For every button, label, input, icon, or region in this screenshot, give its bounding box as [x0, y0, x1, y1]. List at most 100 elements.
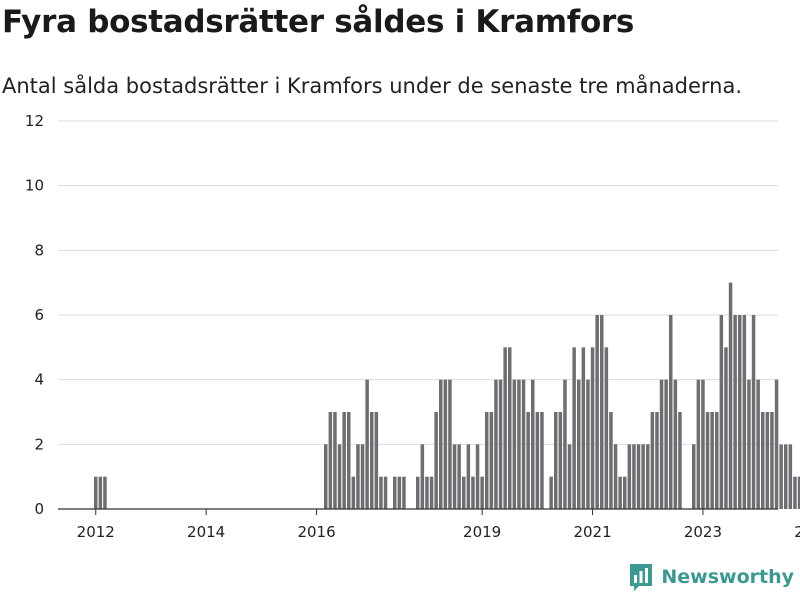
bar — [360, 444, 365, 509]
bar — [374, 412, 379, 509]
bar — [471, 476, 475, 509]
brand-name: Newsworthy — [661, 566, 794, 588]
bar — [747, 379, 751, 509]
bar — [604, 347, 609, 509]
bar — [673, 379, 678, 509]
bar — [572, 347, 576, 509]
x-tick-label: 2023 — [684, 523, 722, 541]
bar — [452, 444, 457, 509]
bar — [632, 444, 636, 509]
bar — [659, 379, 664, 509]
y-tick-label: 4 — [34, 371, 44, 389]
bar — [567, 444, 572, 509]
bar — [425, 476, 429, 509]
bar — [797, 476, 800, 509]
bar — [347, 412, 351, 509]
y-tick-label: 10 — [25, 177, 44, 195]
chart-subtitle: Antal sålda bostadsrätter i Kramfors und… — [2, 74, 743, 98]
bar — [678, 412, 682, 509]
bar — [397, 476, 402, 509]
bar — [733, 315, 737, 509]
y-tick-label: 6 — [34, 306, 44, 324]
bar — [503, 347, 507, 509]
bar — [443, 379, 448, 509]
x-tick-label: 2019 — [463, 523, 501, 541]
bar — [393, 476, 397, 509]
bar — [416, 476, 420, 509]
bar — [641, 444, 645, 509]
x-axis: 2012 2014 2016 2019 2021 2023 2025 — [58, 508, 800, 541]
bar — [623, 476, 627, 509]
x-tick-label: 2025 — [794, 523, 800, 541]
bar — [738, 315, 742, 509]
bar — [379, 476, 383, 509]
bar — [448, 379, 452, 509]
bar — [485, 412, 489, 509]
bar — [586, 379, 590, 509]
bar — [581, 347, 586, 509]
bar — [517, 379, 521, 509]
bar — [439, 379, 443, 509]
bar — [531, 379, 535, 509]
bar — [696, 379, 701, 509]
bar — [669, 315, 673, 509]
bar — [742, 315, 747, 509]
bar — [664, 379, 668, 509]
bar — [609, 412, 613, 509]
bar — [103, 476, 107, 509]
bar — [489, 412, 494, 509]
bar — [429, 476, 434, 509]
bar — [600, 315, 604, 509]
bar — [655, 412, 659, 509]
bar — [784, 444, 788, 509]
bar — [779, 444, 783, 509]
bar — [457, 444, 461, 509]
bar — [715, 412, 719, 509]
bar — [383, 476, 388, 509]
bar — [636, 444, 641, 509]
bar — [793, 476, 797, 509]
y-axis: 0 2 4 6 8 10 12 — [25, 112, 44, 518]
newsworthy-logo-icon — [630, 564, 653, 591]
bar — [728, 282, 733, 509]
bar — [521, 379, 526, 509]
bar — [770, 412, 774, 509]
bar — [328, 412, 333, 509]
bar — [356, 444, 360, 509]
bar — [98, 476, 103, 509]
bar — [590, 347, 595, 509]
bar — [765, 412, 770, 509]
bar — [94, 476, 98, 509]
bar — [434, 412, 438, 509]
bar — [475, 444, 480, 509]
bar — [554, 412, 558, 509]
bar — [751, 315, 756, 509]
bar — [337, 444, 342, 509]
y-tick-label: 8 — [34, 241, 44, 259]
bar — [512, 379, 517, 509]
bar — [595, 315, 599, 509]
bar — [701, 379, 705, 509]
bar — [549, 476, 553, 509]
bar — [498, 379, 503, 509]
bar — [402, 476, 406, 509]
bar — [480, 476, 484, 509]
bar — [618, 476, 622, 509]
bar — [526, 412, 530, 509]
bar — [540, 412, 544, 509]
bar — [466, 444, 471, 509]
bar — [462, 476, 466, 509]
bar — [692, 444, 696, 509]
bar — [761, 412, 765, 509]
bar — [756, 379, 760, 509]
bar — [535, 412, 540, 509]
bar — [788, 444, 793, 509]
bar — [365, 379, 369, 509]
newsworthy-brand[interactable]: Newsworthy — [628, 562, 794, 592]
y-tick-label: 0 — [34, 500, 44, 518]
chart-title: Fyra bostadsrätter såldes i Kramfors — [2, 4, 635, 40]
bar — [420, 444, 425, 509]
bar — [646, 444, 650, 509]
bar — [494, 379, 498, 509]
